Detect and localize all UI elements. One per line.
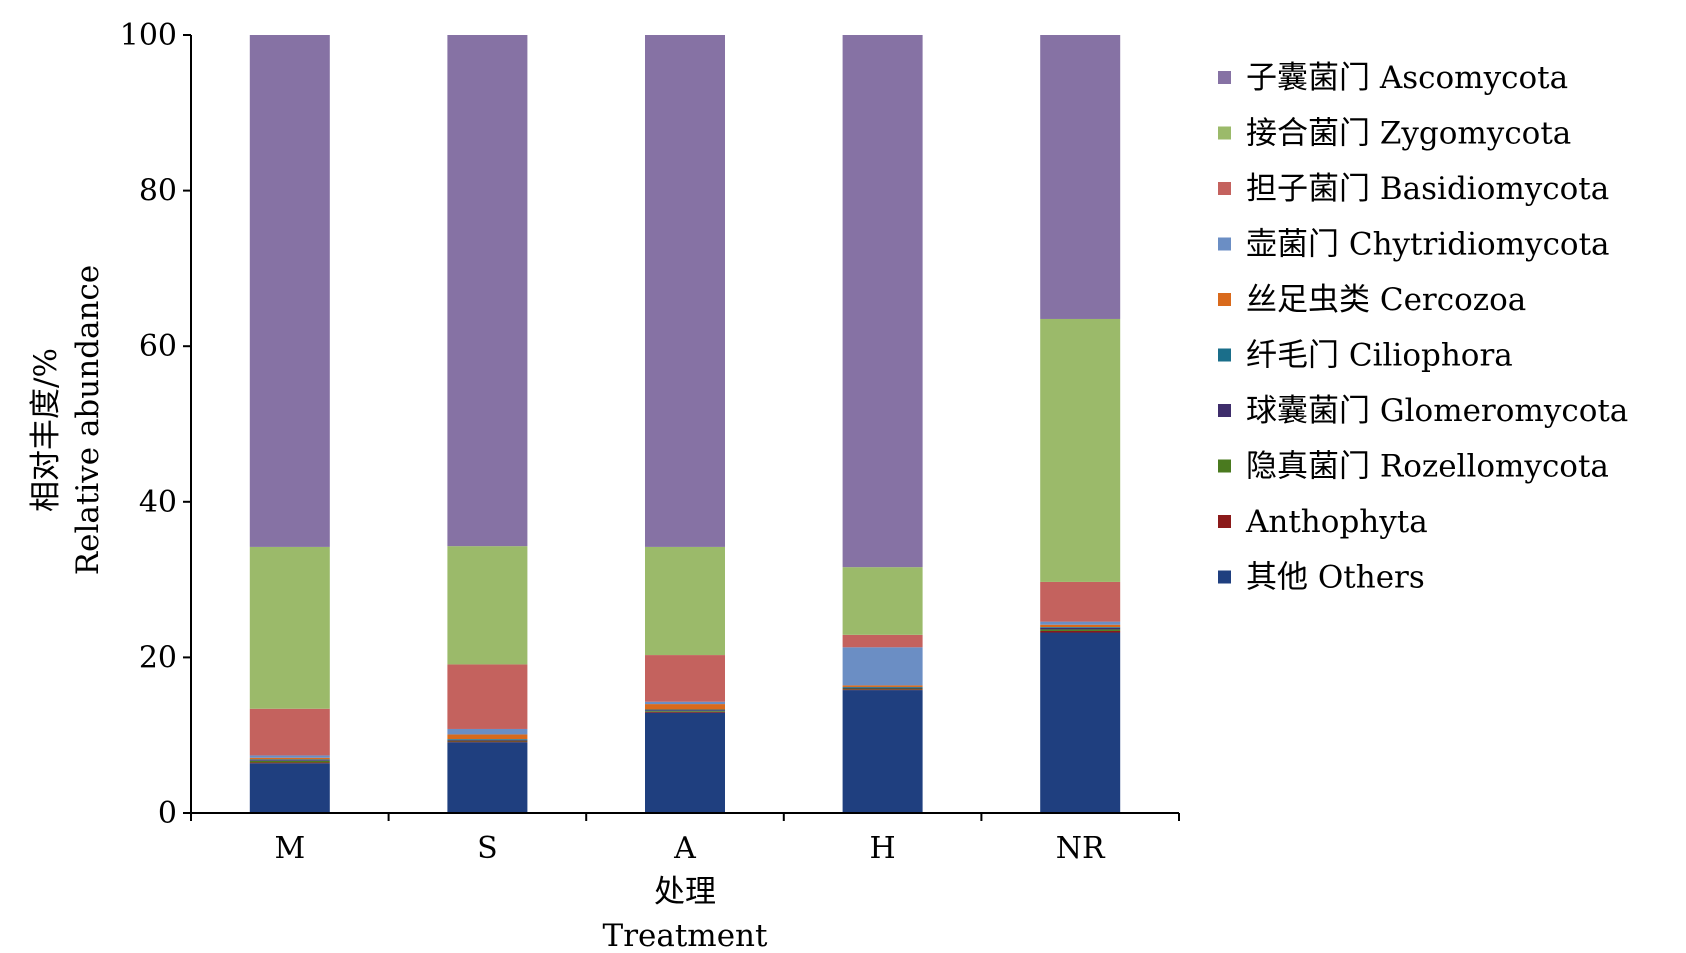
bar-segment-s-9 — [447, 35, 528, 547]
x-tick-label: A — [673, 831, 696, 866]
bar-segment-h-0 — [842, 690, 923, 813]
legend-swatch — [1218, 182, 1231, 195]
bar-segment-a-0 — [645, 712, 725, 813]
y-tick-label: 60 — [139, 329, 177, 364]
bar-segment-nr-4 — [1040, 627, 1121, 628]
legend-label: 子囊菌门 Ascomycota — [1246, 60, 1568, 96]
bar-segment-h-8 — [842, 567, 923, 635]
legend-label: Anthophyta — [1245, 504, 1428, 540]
bar-segment-s-3 — [447, 739, 528, 741]
bar-segment-nr-0 — [1040, 632, 1121, 813]
bars-layer — [249, 35, 1121, 813]
bar-segment-a-1 — [645, 711, 725, 713]
legend-label: 丝足虫类 Cercozoa — [1246, 282, 1526, 318]
x-tick-label: S — [477, 831, 498, 866]
legend-label: 球囊菌门 Glomeromycota — [1246, 393, 1628, 429]
y-axis-title: 相对丰度/% — [28, 348, 64, 512]
y-ticks-layer: 0 20 40 60 80 100 — [120, 18, 191, 831]
bar-segment-s-6 — [447, 728, 528, 735]
bar-segment-m-7 — [249, 708, 330, 756]
x-ticks-layer: M S A H NR — [190, 813, 1180, 866]
legend-swatch — [1218, 126, 1231, 140]
legend-label: 接合菌门 Zygomycota — [1246, 116, 1571, 152]
legend-label: 担子菌门 Basidiomycota — [1246, 171, 1609, 207]
x-tick-label: NR — [1056, 831, 1106, 866]
legend-label: 纤毛门 Ciliophora — [1246, 338, 1513, 374]
y-tick-label: 100 — [120, 18, 177, 53]
x-tick-label: M — [274, 831, 305, 866]
bar-segment-m-0 — [249, 763, 330, 813]
bar-segment-a-2 — [645, 711, 725, 712]
x-tick-label: H — [870, 831, 896, 866]
bar-segment-h-6 — [842, 647, 923, 686]
legend-swatch — [1218, 237, 1231, 251]
legend-swatch — [1218, 570, 1231, 584]
x-axis-title: 处理 — [654, 874, 716, 910]
bar-segment-nr-3 — [1040, 627, 1121, 630]
legend-swatch — [1218, 293, 1231, 306]
bar-segment-nr-5 — [1040, 624, 1121, 628]
bar-segment-a-5 — [645, 704, 725, 710]
legend-swatch — [1218, 404, 1231, 417]
y-tick-label: 40 — [139, 485, 177, 520]
bar-segment-a-4 — [645, 709, 725, 711]
bar-segment-h-4 — [842, 686, 923, 688]
y-tick-label: 0 — [158, 796, 177, 831]
bar-segment-s-1 — [447, 741, 528, 743]
bar-segment-m-1 — [249, 762, 330, 764]
bar-segment-nr-8 — [1040, 318, 1121, 582]
bar-segment-s-8 — [447, 546, 528, 665]
legend-label: 隐真菌门 Rozellomycota — [1246, 449, 1609, 485]
legend: 子囊菌门 Ascomycota 接合菌门 Zygomycota 担子菌门 Basid… — [1218, 60, 1628, 596]
legend-swatch — [1218, 71, 1231, 84]
bar-segment-h-1 — [842, 689, 923, 691]
legend-swatch — [1218, 515, 1231, 528]
bar-segment-nr-6 — [1040, 621, 1121, 625]
bar-segment-a-7 — [645, 655, 725, 702]
bar-segment-a-8 — [645, 546, 725, 656]
y-axis-title-en: Relative abundance — [70, 265, 106, 575]
bar-segment-s-2 — [447, 740, 528, 742]
bar-segment-h-9 — [842, 35, 923, 568]
bar-segment-a-3 — [645, 710, 725, 712]
bar-segment-m-9 — [249, 35, 330, 547]
bar-segment-nr-9 — [1040, 35, 1121, 319]
bar-segment-h-3 — [842, 687, 923, 689]
bar-segment-h-2 — [842, 688, 923, 690]
bar-segment-h-7 — [842, 634, 923, 648]
bar-segment-a-6 — [645, 701, 725, 705]
legend-swatch — [1218, 348, 1231, 362]
legend-label: 其他 Others — [1246, 560, 1425, 596]
bar-segment-s-5 — [447, 734, 528, 740]
bar-segment-m-2 — [249, 760, 330, 763]
legend-swatch — [1218, 459, 1231, 473]
bar-segment-h-5 — [842, 685, 923, 687]
legend-label: 壶菌门 Chytridiomycota — [1246, 227, 1610, 263]
x-axis-title-en: Treatment — [603, 918, 768, 953]
bar-segment-nr-7 — [1040, 581, 1121, 622]
y-tick-label: 80 — [139, 174, 177, 209]
bar-segment-s-4 — [447, 739, 528, 740]
axes-layer — [190, 35, 1179, 814]
bar-segment-m-5 — [249, 757, 330, 760]
bar-segment-m-6 — [249, 755, 330, 758]
bar-segment-m-3 — [249, 760, 330, 761]
bar-segment-nr-1 — [1040, 630, 1121, 633]
bar-segment-s-7 — [447, 664, 528, 729]
y-tick-label: 20 — [139, 640, 177, 675]
bar-segment-nr-2 — [1040, 629, 1121, 631]
bar-segment-s-0 — [447, 742, 528, 813]
bar-segment-a-9 — [645, 35, 725, 547]
bar-segment-m-4 — [249, 759, 330, 761]
bar-segment-m-8 — [249, 546, 330, 709]
